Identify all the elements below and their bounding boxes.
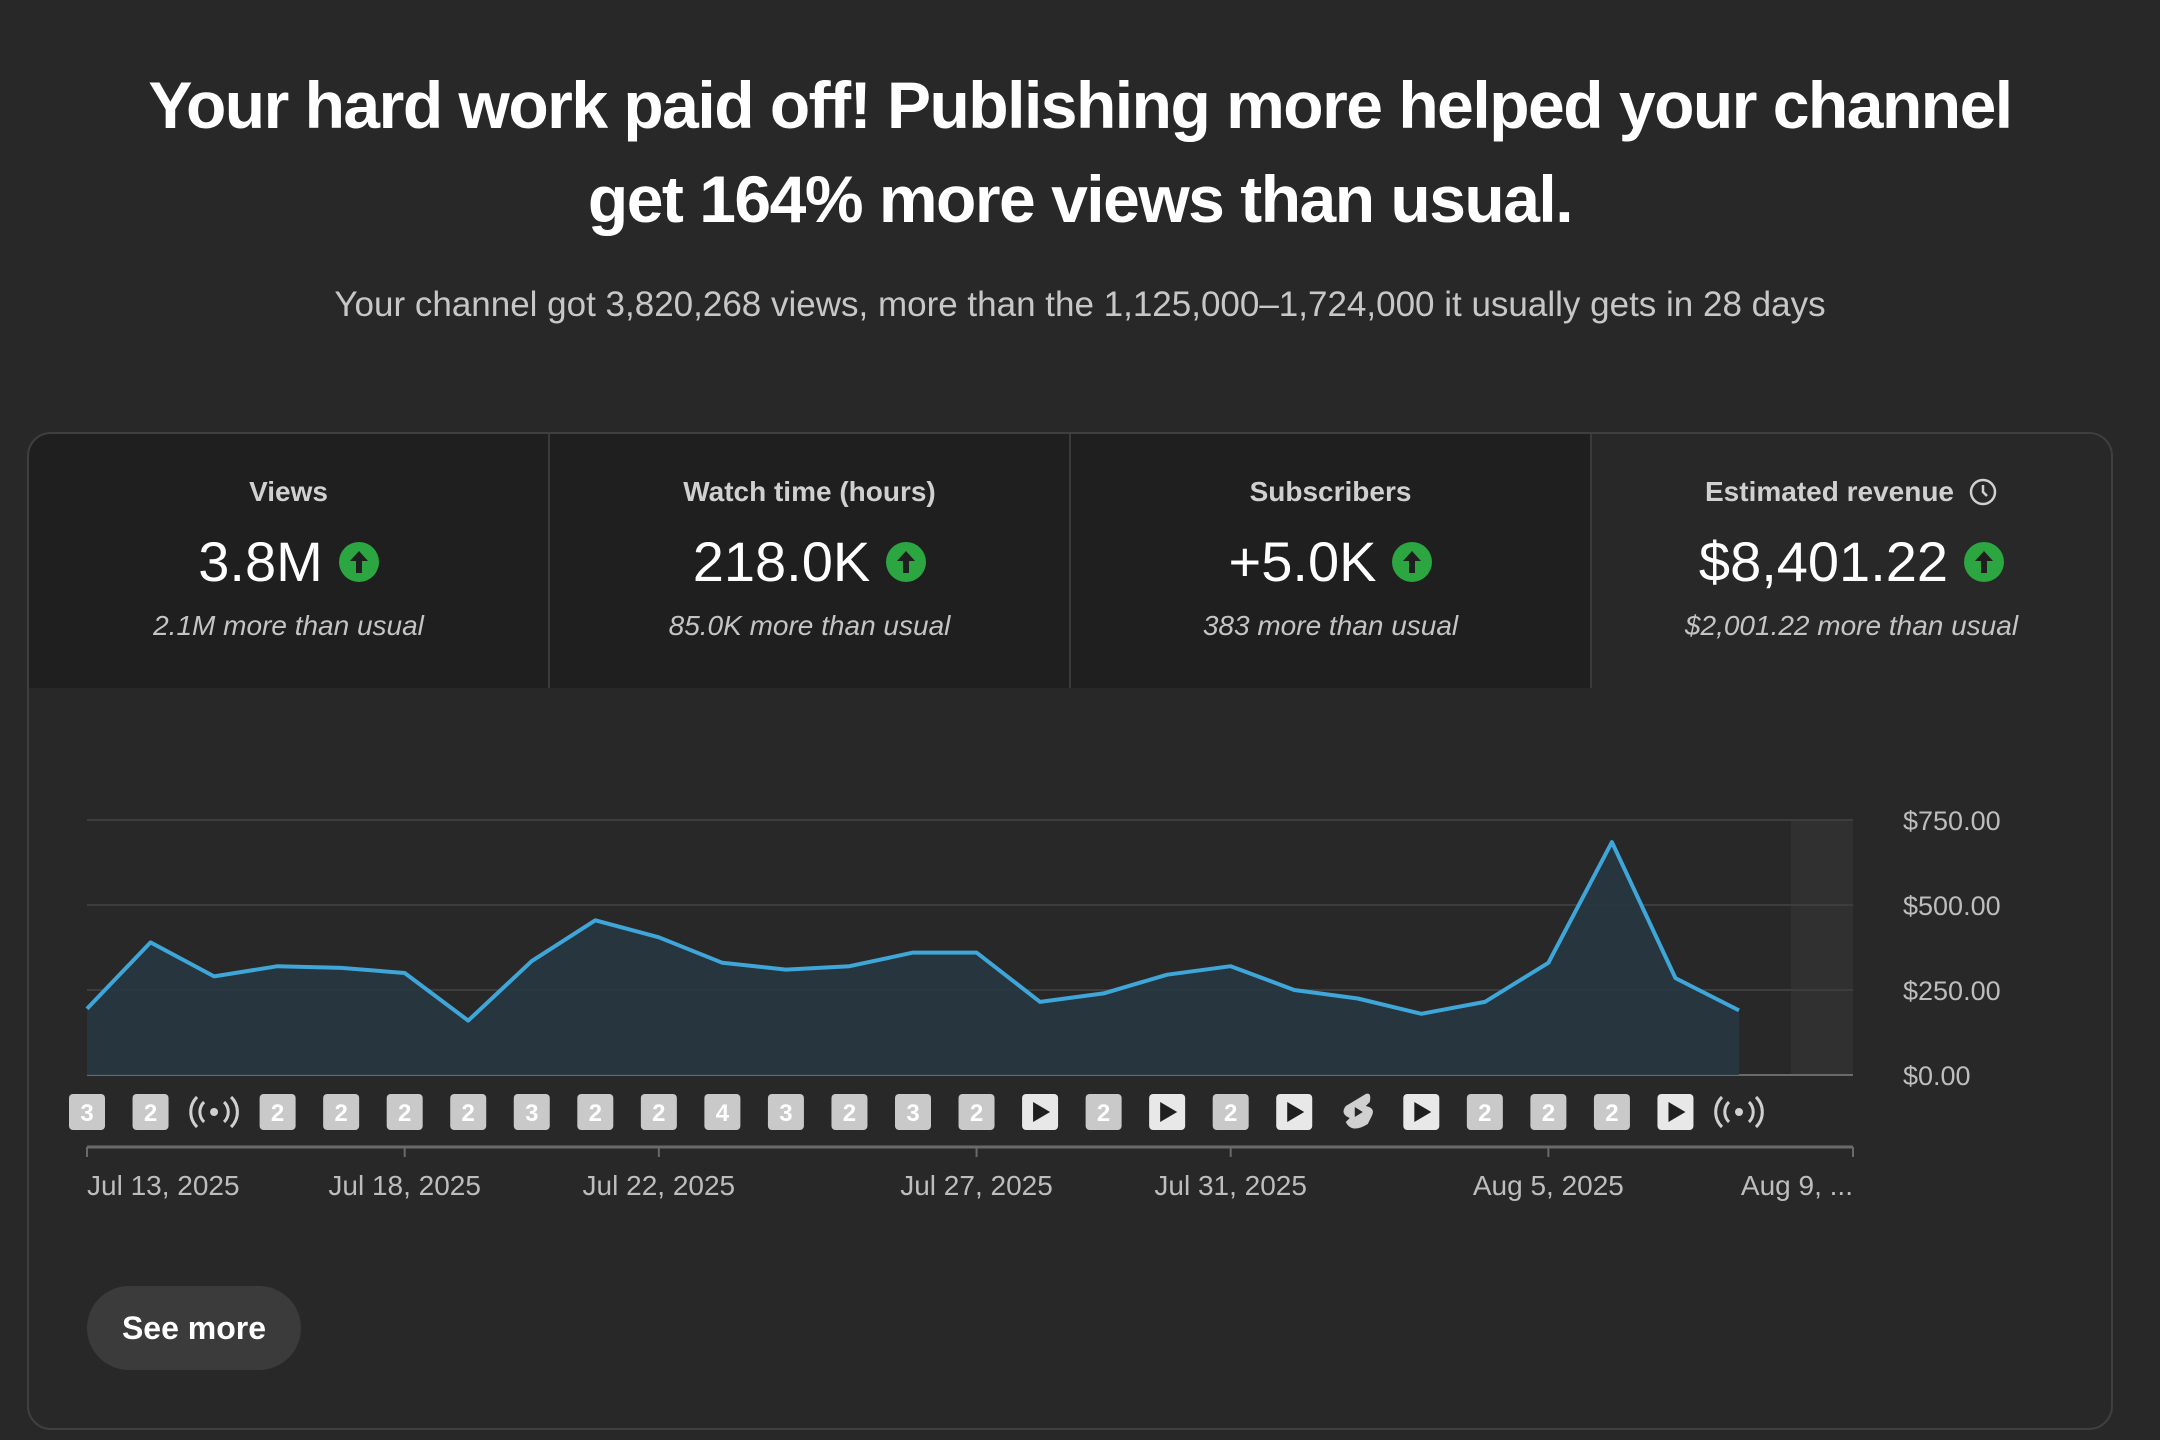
headline-line-2: get 164% more views than usual. [587,162,1574,236]
tab-subscribers[interactable]: Subscribers +5.0K 383 more than usual [1071,434,1592,688]
metric-label: Subscribers [1249,476,1412,507]
play-icon-glyph [1414,1102,1432,1122]
video-count-label: 2 [144,1100,157,1127]
x-tick-label: Jul 13, 2025 [87,1170,240,1201]
metric-delta: $2,001.22 more than usual [1684,610,2019,641]
video-count-label: 2 [652,1100,665,1127]
video-count-badge [895,1094,931,1130]
x-tick-label: Jul 18, 2025 [328,1170,481,1201]
analytics-card: Views 3.8M 2.1M more than usual Watch ti… [27,432,2113,1430]
arrow-up-icon [886,541,927,582]
metric-delta: 383 more than usual [1202,610,1459,641]
video-count-label: 3 [80,1100,93,1127]
arrow-up-icon [338,541,379,582]
video-count-badge [1593,1094,1630,1130]
revenue-chart-svg: $750.00 $500.00 $250.00 $0.00 3 2 2 2 2 2 3 2 2 4 3 2 3 2… [69,806,2001,1201]
video-count-label: 2 [843,1100,856,1127]
metric-label: Views [249,476,328,507]
subtitle: Your channel got 3,820,268 views, more t… [334,285,1826,324]
headline: Your hard work paid off! Publishing more… [0,58,2160,246]
shorts-icon-play [1354,1107,1363,1117]
video-count-badge [640,1094,677,1130]
live-icon-waves [1723,1100,1755,1124]
video-count-badge [831,1094,868,1130]
tab-watch-time[interactable]: Watch time (hours) 218.0K 85.0K more tha… [550,434,1071,688]
video-count-badge [577,1094,614,1130]
see-more-button[interactable]: See more [87,1286,301,1370]
video-count-badge [1085,1094,1122,1130]
x-tick-label: Jul 22, 2025 [583,1170,736,1201]
video-count-label: 2 [1224,1100,1237,1127]
video-count-label: 4 [716,1100,730,1127]
video-count-label: 2 [1478,1100,1491,1127]
video-count-label: 2 [970,1100,983,1127]
x-tick-label: Jul 31, 2025 [1154,1170,1307,1201]
video-count-label: 2 [589,1100,602,1127]
play-icon-glyph [1033,1102,1051,1122]
metric-tabs: Views 3.8M 2.1M more than usual Watch ti… [29,434,2111,688]
metric-delta: 85.0K more than usual [668,610,951,641]
metric-delta: 2.1M more than usual [153,610,424,641]
video-count-label: 2 [1605,1100,1618,1127]
video-count-badge [386,1094,423,1130]
arrow-up-icon [1964,541,2005,582]
headline-line-1: Your hard work paid off! Publishing more… [148,68,2013,142]
clock-icon[interactable] [1968,477,1998,507]
revenue-chart: $750.00 $500.00 $250.00 $0.00 3 2 2 2 2 2 3 2 2 4 3 2 3 2… [29,688,2111,1428]
metric-value: 3.8M [198,530,323,593]
video-count-badge [450,1094,487,1130]
live-icon-waves-outer [1714,1095,1764,1129]
play-icon-glyph [1160,1102,1178,1122]
live-icon [210,1108,219,1116]
video-count-badge [958,1094,995,1130]
video-count-badge [767,1094,804,1130]
tab-estimated-revenue[interactable]: Estimated revenue $8,401.22 $2,001.22 mo… [1592,434,2111,688]
video-count-badge [69,1094,105,1130]
video-count-badge [1466,1094,1503,1130]
metric-label: Watch time (hours) [683,476,936,507]
video-count-label: 2 [1542,1100,1555,1127]
live-icon-waves-outer [189,1095,239,1129]
video-count-badge [323,1094,360,1130]
y-tick-label: $750.00 [1903,806,2001,836]
video-count-label: 3 [906,1100,919,1127]
video-count-label: 2 [334,1100,347,1127]
x-tick-label: Jul 27, 2025 [900,1170,1053,1201]
revenue-area [87,842,1739,1075]
play-icon-glyph [1287,1102,1305,1122]
x-tick-label: Aug 9, ... [1741,1170,1853,1201]
live-icon [1735,1108,1743,1116]
video-count-badge [704,1094,741,1130]
play-icon-glyph [1668,1102,1686,1122]
video-count-badge [1212,1094,1249,1130]
metric-value: +5.0K [1228,530,1377,593]
arrow-up-icon [1392,541,1433,582]
y-tick-label: $500.00 [1903,891,2001,921]
video-count-label: 2 [271,1100,284,1127]
metric-value: $8,401.22 [1698,530,1949,593]
video-count-label: 3 [779,1100,792,1127]
metric-label: Estimated revenue [1705,476,1954,507]
video-count-label: 3 [525,1100,538,1127]
y-tick-label: $0.00 [1903,1061,1971,1091]
video-count-label: 2 [462,1100,475,1127]
video-count-badge [513,1094,550,1130]
video-count-badge [1530,1094,1567,1130]
live-icon-waves [198,1100,230,1124]
x-tick-label: Aug 5, 2025 [1473,1170,1624,1201]
tab-views[interactable]: Views 3.8M 2.1M more than usual [29,434,550,688]
y-tick-label: $250.00 [1903,976,2001,1006]
metric-value: 218.0K [692,530,871,593]
video-count-label: 2 [1097,1100,1110,1127]
video-count-badge [259,1094,296,1130]
video-count-badge [132,1094,169,1130]
current-day-band [1791,820,1853,1075]
video-count-label: 2 [398,1100,411,1127]
